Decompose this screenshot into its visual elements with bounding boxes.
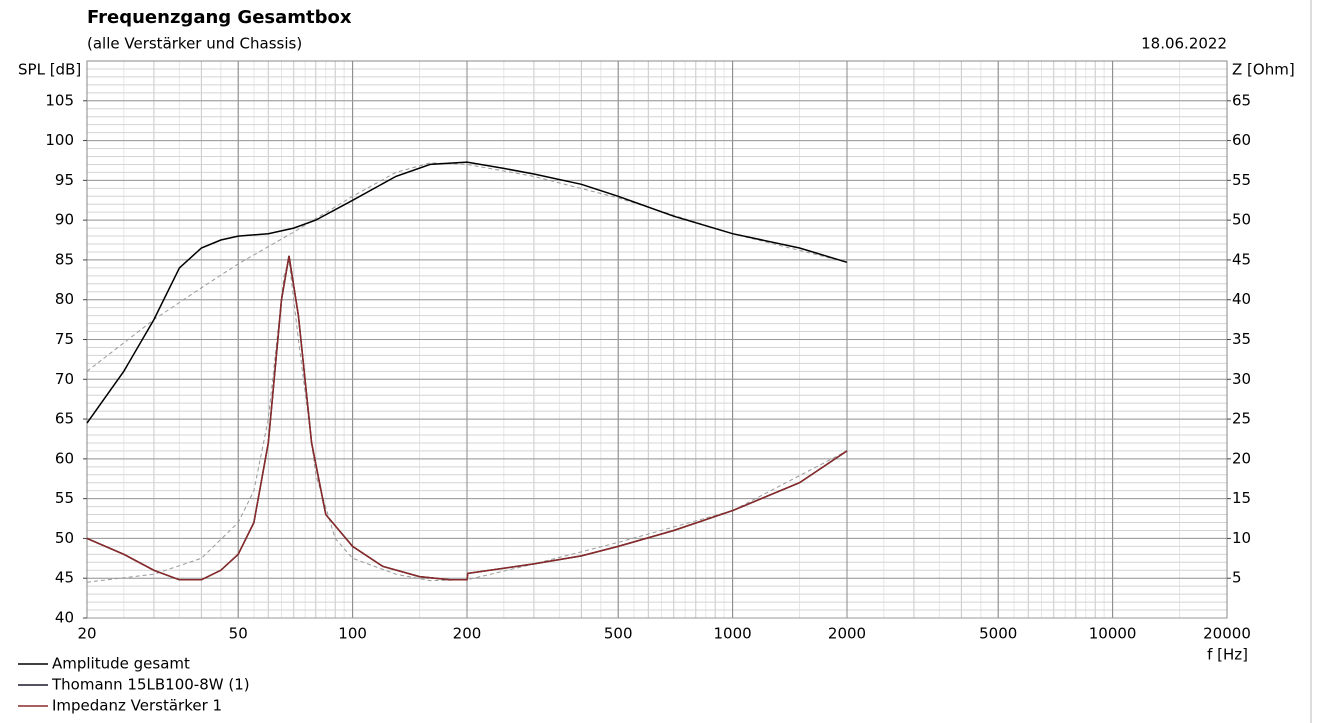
y2-tick-label: 35 xyxy=(1232,330,1251,348)
y2-tick-label: 45 xyxy=(1232,250,1251,268)
legend-label: Impedanz Verstärker 1 xyxy=(52,697,222,715)
y2-tick-label: 25 xyxy=(1232,410,1251,428)
y-tick-label: 105 xyxy=(45,91,74,109)
y-tick-label: 75 xyxy=(55,330,74,348)
y2-tick-label: 20 xyxy=(1232,449,1251,467)
y-tick-label: 50 xyxy=(55,529,74,547)
y-tick-label: 95 xyxy=(55,171,74,189)
y2-tick-label: 40 xyxy=(1232,290,1251,308)
series-line xyxy=(86,255,848,581)
y-tick-label: 90 xyxy=(55,211,74,229)
y-tick-label: 70 xyxy=(55,370,74,388)
x-tick-label: 50 xyxy=(229,625,248,643)
x-tick-label: 20000 xyxy=(1203,625,1251,643)
y2-tick-label: 10 xyxy=(1232,529,1251,547)
y2-tick-label: 50 xyxy=(1232,211,1251,229)
legend-label: Thomann 15LB100-8W (1) xyxy=(51,676,250,694)
x-tick-label: 500 xyxy=(604,625,633,643)
y-tick-label: 60 xyxy=(55,449,74,467)
y2-axis-label: Z [Ohm] xyxy=(1232,61,1295,79)
x-tick-label: 2000 xyxy=(828,625,866,643)
y2-tick-label: 30 xyxy=(1232,370,1251,388)
chart-date: 18.06.2022 xyxy=(1141,35,1227,53)
series-line xyxy=(86,161,848,424)
chart-title: Frequenzgang Gesamtbox xyxy=(87,7,352,28)
x-tick-label: 10000 xyxy=(1089,625,1137,643)
chart-subtitle: (alle Verstärker und Chassis) xyxy=(87,35,302,53)
y2-tick-label: 55 xyxy=(1232,171,1251,189)
y-axis-label: SPL [dB] xyxy=(18,61,81,79)
x-tick-label: 5000 xyxy=(979,625,1017,643)
y-tick-label: 55 xyxy=(55,489,74,507)
x-axis-label: f [Hz] xyxy=(1207,646,1248,664)
y2-tick-label: 15 xyxy=(1232,489,1251,507)
x-tick-label: 100 xyxy=(338,625,367,643)
y-tick-label: 65 xyxy=(55,410,74,428)
legend-label: Amplitude gesamt xyxy=(52,655,190,673)
y-tick-label: 45 xyxy=(55,569,74,587)
y-tick-label: 100 xyxy=(45,131,74,149)
y2-tick-label: 60 xyxy=(1232,131,1251,149)
series-line xyxy=(86,162,848,372)
x-tick-label: 20 xyxy=(77,625,96,643)
y-tick-label: 85 xyxy=(55,250,74,268)
x-tick-label: 1000 xyxy=(714,625,752,643)
y2-tick-label: 5 xyxy=(1232,569,1242,587)
x-tick-label: 200 xyxy=(453,625,482,643)
y-tick-label: 80 xyxy=(55,290,74,308)
y2-tick-label: 65 xyxy=(1232,91,1251,109)
y-tick-label: 40 xyxy=(55,609,74,627)
